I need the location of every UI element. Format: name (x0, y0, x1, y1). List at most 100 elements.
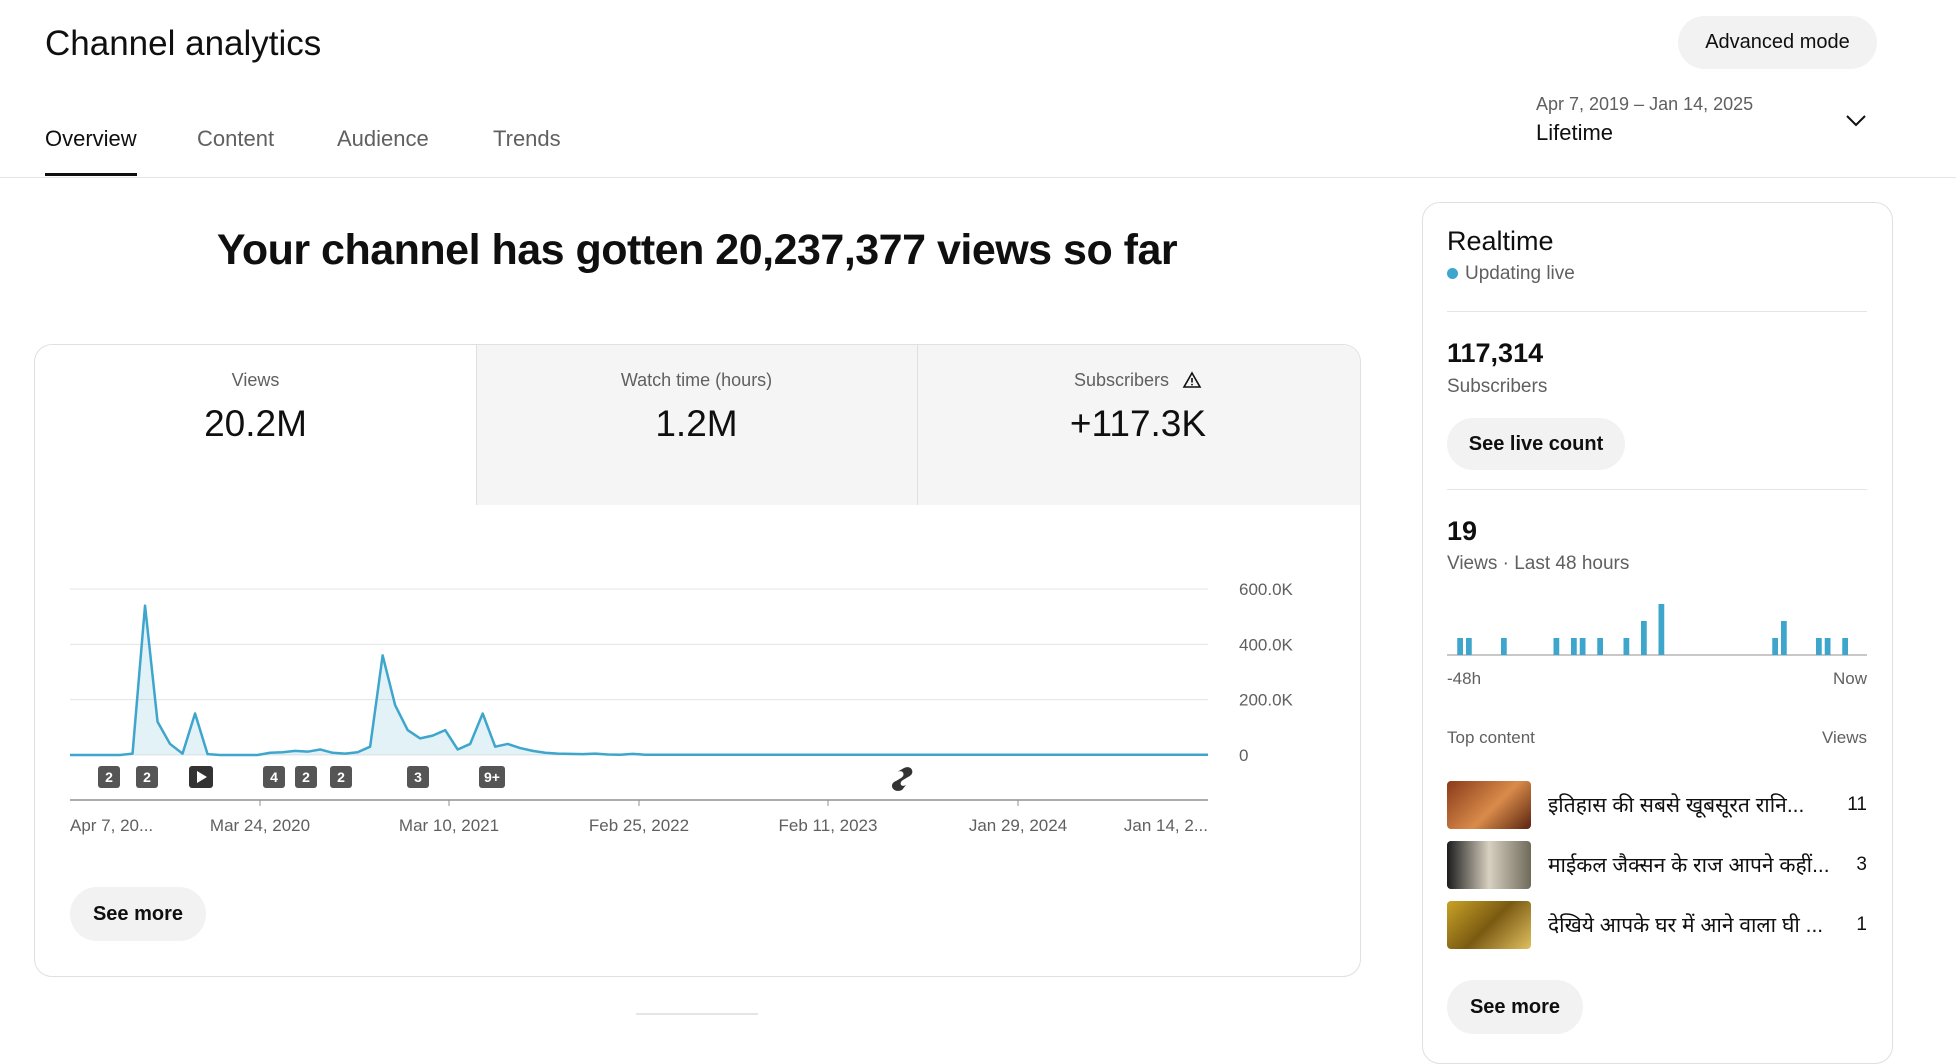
headline: Your channel has gotten 20,237,377 views… (216, 226, 1178, 274)
tab[interactable]: Overview (45, 126, 137, 151)
video-views: 11 (1847, 794, 1867, 815)
thumbnail[interactable] (1447, 841, 1531, 889)
bar (1501, 638, 1507, 655)
realtime-chart (1447, 604, 1867, 656)
y-tick-label: 0 (1239, 746, 1248, 765)
metric-value: 1.2M (655, 403, 738, 444)
tab[interactable]: Audience (337, 126, 429, 151)
publish-marker (407, 766, 429, 788)
bar (1772, 638, 1778, 655)
x-tick-label: Mar 10, 2021 (399, 816, 499, 835)
bar (1553, 638, 1560, 655)
x-tick-label: Feb 25, 2022 (589, 816, 689, 835)
axis-start: -48h (1447, 669, 1482, 688)
video-views: 1 (1856, 914, 1867, 935)
see-live-count-button[interactable]: See live count (1447, 418, 1625, 470)
advanced-mode-button[interactable]: Advanced mode (1678, 16, 1877, 69)
publish-marker-label: 2 (105, 769, 113, 785)
thumbnail[interactable] (1447, 901, 1531, 949)
realtime-title: Realtime (1447, 226, 1554, 256)
y-tick-label: 600.0K (1239, 580, 1294, 599)
tab[interactable]: Content (197, 126, 275, 151)
video-title[interactable]: देखिये आपके घर में आने वाला घी ... (1548, 914, 1824, 937)
live-dot (1447, 268, 1458, 279)
bar (1597, 638, 1603, 655)
x-tick-label: Apr 7, 20... (70, 816, 153, 835)
thumbnail[interactable] (1447, 781, 1531, 829)
page-title: Channel analytics (45, 24, 322, 63)
metric-label: Subscribers (1073, 370, 1170, 390)
metric-label: Watch time (hours) (620, 370, 773, 390)
top-content-metric: Views (1821, 728, 1867, 747)
y-tick-label: 200.0K (1239, 691, 1294, 710)
publish-marker (136, 766, 158, 788)
publish-marker-label: 4 (270, 769, 278, 785)
bar (1658, 604, 1665, 655)
publish-marker (330, 766, 352, 788)
x-tick-label: Mar 24, 2020 (210, 816, 310, 835)
y-tick-label: 400.0K (1239, 635, 1294, 654)
metric-label: Views (231, 370, 280, 390)
metric-tab[interactable]: Watch time (hours) 1.2M (476, 344, 917, 505)
tab-underline (45, 173, 137, 176)
dropdown-chevron[interactable] (1845, 114, 1867, 128)
bar (1623, 638, 1630, 655)
bar (1781, 621, 1787, 655)
metric-tab[interactable]: Subscribers +117.3K (917, 344, 1359, 505)
shorts-icon (891, 767, 913, 791)
line (70, 604, 1208, 757)
publish-marker (479, 766, 505, 788)
subscriber-label: Subscribers (1447, 376, 1548, 397)
overview-card (34, 344, 1361, 977)
video-title[interactable]: इतिहास की सबसे खूबसूरत रानि... (1548, 794, 1805, 817)
bar (1824, 638, 1831, 655)
metric-tabs-bg (476, 345, 1360, 505)
metric-value: 20.2M (204, 403, 307, 444)
publish-marker (98, 766, 120, 788)
x-tick-label: Jan 29, 2024 (969, 816, 1067, 835)
video-title[interactable]: माईकल जैक्सन के राज आपने कहीं... (1548, 854, 1830, 877)
bar (1842, 638, 1848, 655)
bar (1816, 638, 1822, 655)
date-range: Apr 7, 2019 – Jan 14, 2025 (1536, 94, 1754, 114)
publish-marker-label: 2 (302, 769, 310, 785)
header-divider (0, 177, 1956, 178)
tab[interactable]: Trends (493, 126, 561, 151)
warning-icon[interactable] (1182, 371, 1202, 389)
publish-marker-label: 3 (414, 769, 422, 785)
divider (1447, 311, 1867, 312)
video-views: 3 (1856, 854, 1867, 875)
x-tick-label: Feb 11, 2023 (779, 816, 878, 835)
see-more-button[interactable]: See more (70, 887, 206, 941)
top-content-heading: Top content (1447, 728, 1535, 747)
metric-tab[interactable]: Views 20.2M (35, 344, 476, 505)
metric-divider (476, 345, 477, 505)
analytics-page: Channel analytics Advanced mode Overview… (0, 16, 1956, 1064)
axis-end: Now (1832, 669, 1867, 688)
area (70, 605, 1208, 755)
publish-marker-label: 2 (143, 769, 151, 785)
divider (1447, 489, 1867, 490)
play-icon (197, 771, 207, 783)
scroll-hint (636, 1013, 758, 1015)
views-count: 19 (1447, 516, 1478, 546)
bar (1641, 621, 1647, 655)
bar (1457, 638, 1463, 655)
views-label: Views · Last 48 hours (1447, 553, 1630, 574)
live-status: Updating live (1465, 263, 1575, 284)
metric-divider (917, 345, 918, 505)
publish-marker-label: 9+ (484, 769, 500, 785)
page: Channel analytics {"header": {"title": "… (0, 16, 1956, 1064)
bar (1466, 638, 1472, 655)
period[interactable]: Lifetime (1536, 120, 1614, 145)
metric-value: +117.3K (1069, 403, 1207, 444)
publish-marker-label: 2 (337, 769, 345, 785)
see-more-button[interactable]: See more (1447, 980, 1583, 1034)
bar (1571, 638, 1577, 655)
subscriber-count: 117,314 (1447, 338, 1544, 368)
publish-marker (263, 766, 285, 788)
publish-marker (295, 766, 317, 788)
views-chart: 0 200.0K 400.0K 600.0K Apr 7, 20... Mar 24, 2… (70, 580, 1294, 835)
bar (1579, 638, 1586, 655)
x-tick-label: Jan 14, 2... (1124, 816, 1208, 835)
